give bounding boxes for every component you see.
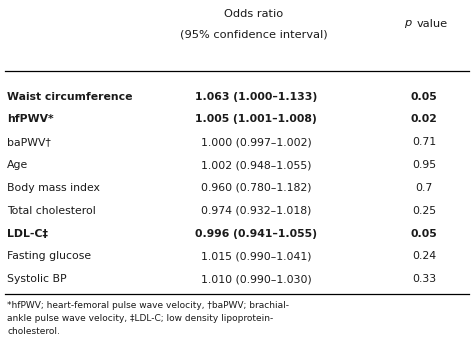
Text: 1.005 (1.001–1.008): 1.005 (1.001–1.008) bbox=[195, 114, 317, 125]
Text: 1.010 (0.990–1.030): 1.010 (0.990–1.030) bbox=[201, 274, 311, 284]
Text: 0.05: 0.05 bbox=[411, 92, 438, 102]
Text: cholesterol.: cholesterol. bbox=[7, 327, 60, 337]
Text: Odds ratio: Odds ratio bbox=[224, 9, 283, 19]
Text: 0.95: 0.95 bbox=[412, 160, 436, 170]
Text: 0.33: 0.33 bbox=[412, 274, 436, 284]
Text: Fasting glucose: Fasting glucose bbox=[7, 251, 91, 261]
Text: 1.015 (0.990–1.041): 1.015 (0.990–1.041) bbox=[201, 251, 311, 261]
Text: *hfPWV; heart-femoral pulse wave velocity, †baPWV; brachial-: *hfPWV; heart-femoral pulse wave velocit… bbox=[7, 301, 289, 310]
Text: $p$: $p$ bbox=[404, 18, 412, 30]
Text: LDL-C‡: LDL-C‡ bbox=[7, 229, 48, 238]
Text: Age: Age bbox=[7, 160, 28, 170]
Text: 0.71: 0.71 bbox=[412, 137, 436, 147]
Text: Waist circumference: Waist circumference bbox=[7, 92, 133, 102]
Text: 0.05: 0.05 bbox=[411, 229, 438, 238]
Text: Total cholesterol: Total cholesterol bbox=[7, 206, 96, 216]
Text: baPWV†: baPWV† bbox=[7, 137, 51, 147]
Text: hfPWV*: hfPWV* bbox=[7, 114, 54, 125]
Text: value: value bbox=[417, 19, 448, 29]
Text: 1.002 (0.948–1.055): 1.002 (0.948–1.055) bbox=[201, 160, 311, 170]
Text: 1.000 (0.997–1.002): 1.000 (0.997–1.002) bbox=[201, 137, 311, 147]
Text: ankle pulse wave velocity, ‡LDL-C; low density lipoprotein-: ankle pulse wave velocity, ‡LDL-C; low d… bbox=[7, 314, 273, 323]
Text: 1.063 (1.000–1.133): 1.063 (1.000–1.133) bbox=[195, 92, 317, 102]
Text: 0.7: 0.7 bbox=[416, 183, 433, 193]
Text: 0.960 (0.780–1.182): 0.960 (0.780–1.182) bbox=[201, 183, 311, 193]
Text: Systolic BP: Systolic BP bbox=[7, 274, 67, 284]
Text: 0.25: 0.25 bbox=[412, 206, 436, 216]
Text: 0.996 (0.941–1.055): 0.996 (0.941–1.055) bbox=[195, 229, 317, 238]
Text: 0.24: 0.24 bbox=[412, 251, 436, 261]
Text: Body mass index: Body mass index bbox=[7, 183, 100, 193]
Text: 0.974 (0.932–1.018): 0.974 (0.932–1.018) bbox=[201, 206, 311, 216]
Text: (95% confidence interval): (95% confidence interval) bbox=[180, 30, 328, 40]
Text: 0.02: 0.02 bbox=[411, 114, 438, 125]
